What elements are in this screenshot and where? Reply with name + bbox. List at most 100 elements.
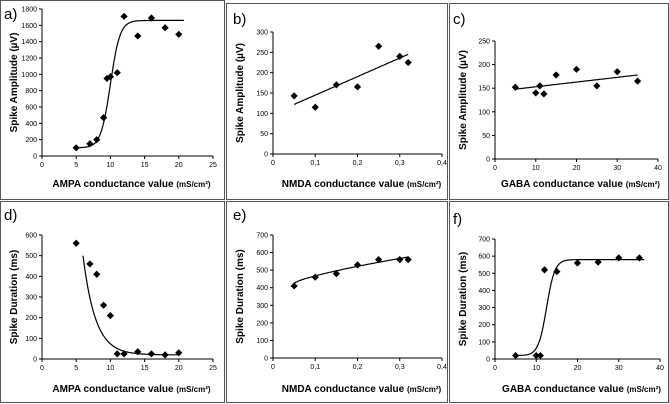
y-tick-label: 100 bbox=[256, 338, 268, 345]
y-tick-label: 600 bbox=[478, 254, 490, 261]
data-point bbox=[511, 83, 519, 91]
panel-label: f) bbox=[453, 211, 462, 228]
y-tick-label: 0 bbox=[33, 154, 37, 161]
trend-line bbox=[82, 255, 179, 356]
data-point bbox=[613, 68, 621, 76]
x-tick-label: 0 bbox=[271, 364, 275, 371]
panel-label: e) bbox=[233, 207, 246, 224]
data-point bbox=[290, 282, 298, 290]
data-point bbox=[120, 12, 128, 20]
x-axis-title-text: NMDA conductance value bbox=[282, 384, 407, 395]
y-tick-label: 400 bbox=[256, 285, 268, 292]
trend-line bbox=[293, 53, 409, 105]
x-tick-label: 5 bbox=[74, 365, 78, 372]
y-tick-label: 200 bbox=[478, 322, 490, 329]
data-point bbox=[290, 92, 298, 100]
x-axis-title: AMPA conductance value (mS/cm²) bbox=[52, 384, 210, 395]
data-point bbox=[86, 140, 94, 148]
y-tick-label: 200 bbox=[478, 62, 490, 69]
x-tick-label: 10 bbox=[532, 165, 540, 172]
x-tick-label: 0,1 bbox=[310, 160, 320, 167]
data-point bbox=[593, 82, 601, 90]
y-tick-label: 200 bbox=[256, 320, 268, 327]
y-tick-label: 1000 bbox=[21, 72, 37, 79]
y-tick-label: 500 bbox=[478, 271, 490, 278]
x-tick-label: 0,2 bbox=[353, 364, 363, 371]
data-point bbox=[147, 14, 156, 22]
data-point bbox=[615, 254, 623, 262]
x-tick-label: 0,3 bbox=[395, 364, 405, 371]
y-tick-label: 1600 bbox=[21, 23, 37, 30]
y-axis-title: Spike Amplitude (µV) bbox=[458, 50, 469, 150]
x-tick-label: 40 bbox=[656, 365, 664, 372]
data-point bbox=[540, 90, 548, 98]
data-point bbox=[375, 256, 383, 264]
data-point bbox=[99, 114, 108, 122]
chart-e: e) 0 100 200 300 400 500 600 700 0 0,1 0,2 0,3 0,4 NMD… bbox=[233, 207, 447, 395]
x-tick-label: 0 bbox=[40, 162, 44, 169]
data-point bbox=[134, 348, 142, 356]
x-tick-label: 0,1 bbox=[310, 364, 320, 371]
y-tick-label: 1400 bbox=[21, 39, 37, 46]
data-point bbox=[86, 260, 94, 268]
data-point bbox=[311, 273, 319, 281]
x-axis-title: AMPA conductance value (mS/cm²) bbox=[52, 179, 210, 190]
y-tick-label: 100 bbox=[478, 339, 490, 346]
x-axis-unit: (mS/cm²) bbox=[176, 180, 211, 189]
x-tick-label: 15 bbox=[141, 162, 149, 169]
x-axis-title-text: AMPA conductance value bbox=[52, 179, 176, 190]
y-tick-label: 500 bbox=[25, 253, 37, 260]
data-point bbox=[572, 65, 581, 73]
y-tick-label: 1200 bbox=[21, 56, 37, 63]
data-point bbox=[93, 270, 101, 278]
y-tick-label: 50 bbox=[482, 133, 490, 140]
x-axis-title: GABA conductance value (mS/cm²) bbox=[502, 384, 661, 395]
y-tick-label: 1800 bbox=[21, 7, 37, 14]
y-tick-label: 100 bbox=[478, 109, 490, 116]
y-tick-label: 400 bbox=[478, 288, 490, 295]
y-tick-label: 200 bbox=[256, 70, 268, 77]
x-tick-label: 10 bbox=[532, 365, 540, 372]
y-tick-label: 700 bbox=[478, 237, 490, 244]
data-point bbox=[512, 351, 520, 360]
data-point bbox=[93, 136, 101, 144]
trend-line bbox=[293, 256, 409, 284]
data-point bbox=[396, 256, 404, 264]
data-point bbox=[532, 89, 540, 97]
trend-line bbox=[76, 19, 184, 149]
x-tick-label: 40 bbox=[654, 165, 662, 172]
x-axis-unit: (mS/cm²) bbox=[176, 385, 211, 394]
x-tick-label: 20 bbox=[574, 365, 582, 372]
x-tick-label: 20 bbox=[175, 162, 183, 169]
chart-d: d) 0 100 200 300 400 500 600 0 5 10 15 20 25 AMPA cond… bbox=[4, 207, 217, 395]
y-tick-label: 300 bbox=[478, 305, 490, 312]
x-axis-title: GABA conductance value (mS/cm²) bbox=[501, 179, 660, 190]
x-tick-label: 0,4 bbox=[437, 364, 447, 371]
x-tick-label: 0,3 bbox=[395, 160, 405, 167]
data-point bbox=[552, 71, 560, 79]
panel-e: e) 0 100 200 300 400 500 600 700 0 0,1 0,2 0,3 0,4 NMD… bbox=[226, 201, 448, 403]
data-point bbox=[573, 259, 582, 267]
y-tick-label: 100 bbox=[25, 336, 37, 343]
data-point bbox=[99, 301, 108, 309]
data-point bbox=[536, 82, 544, 90]
chart-c: c) 0 50 100 150 200 250 0 10 20 30 40 GABA conductan… bbox=[453, 11, 662, 190]
y-tick-label: 400 bbox=[25, 274, 37, 281]
y-tick-label: 0 bbox=[486, 157, 490, 164]
panel-label: b) bbox=[233, 11, 246, 28]
panel-label: a) bbox=[4, 6, 17, 23]
x-tick-label: 20 bbox=[573, 165, 581, 172]
x-tick-label: 10 bbox=[107, 162, 115, 169]
y-tick-label: 300 bbox=[256, 30, 268, 37]
x-tick-label: 30 bbox=[613, 165, 621, 172]
data-point bbox=[106, 312, 114, 320]
panel-c: c) 0 50 100 150 200 250 0 10 20 30 40 GABA conductan… bbox=[449, 3, 669, 200]
x-axis-unit: (mS/cm²) bbox=[626, 180, 661, 189]
data-point bbox=[332, 81, 340, 89]
y-tick-label: 200 bbox=[25, 315, 37, 322]
chart-f: f) 0 100 200 300 400 500 600 700 0 10 20 30 40 GABA co… bbox=[453, 211, 664, 395]
data-point bbox=[175, 349, 183, 357]
x-tick-label: 0 bbox=[493, 365, 497, 372]
y-axis-title: Spike Amplitude (µV) bbox=[9, 33, 20, 133]
data-point bbox=[161, 351, 169, 359]
